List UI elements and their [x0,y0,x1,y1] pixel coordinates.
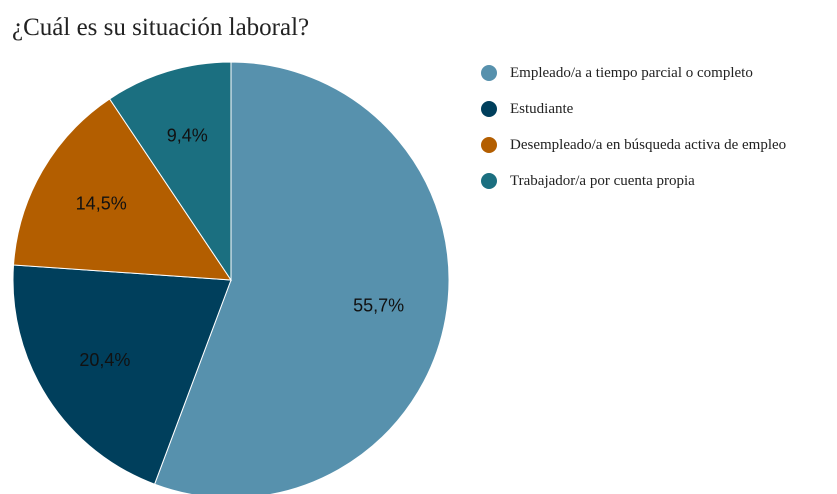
slice-label-3: 14,5% [76,194,127,214]
legend: Empleado/a a tiempo parcial o completo Es… [481,64,786,208]
pie-slices [12,61,450,494]
slice-labels: 55,7% 20,4% 14,5% 9,4% [76,125,404,370]
legend-swatch [481,137,497,153]
slice-label-1: 55,7% [353,295,404,315]
legend-label: Trabajador/a por cuenta propia [510,172,695,189]
legend-label: Empleado/a a tiempo parcial o completo [510,64,753,81]
legend-label: Desempleado/a en búsqueda activa de empl… [510,136,787,153]
slice-label-4: 9,4% [167,125,208,145]
legend-item[interactable]: Empleado/a a tiempo parcial o completo [481,64,786,82]
slice-label-2: 20,4% [79,350,130,370]
legend-swatch [481,173,497,189]
pie-slice-3[interactable] [12,98,232,281]
legend-item[interactable]: Trabajador/a por cuenta propia [481,172,786,190]
pie-slice-1[interactable] [153,61,450,494]
pie-slice-2[interactable] [12,264,232,485]
legend-item[interactable]: Desempleado/a en búsqueda activa de empl… [481,136,786,154]
pie-chart: 55,7% 20,4% 14,5% 9,4% [12,61,450,494]
legend-swatch [481,65,497,81]
chart-title: ¿Cuál es su situación laboral? [12,14,310,41]
legend-item[interactable]: Estudiante [481,100,786,118]
pie-slice-4[interactable] [108,61,232,282]
legend-swatch [481,101,497,117]
legend-label: Estudiante [510,100,574,117]
